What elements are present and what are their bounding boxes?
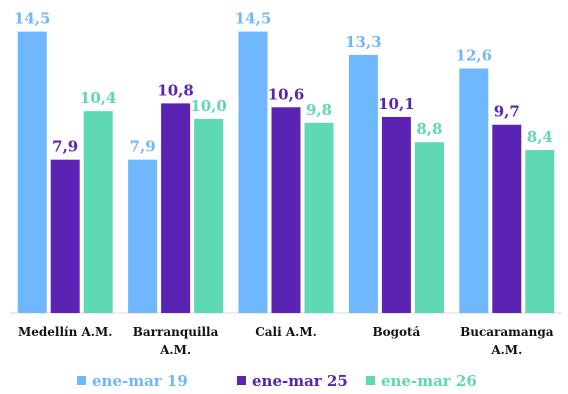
data-label-3-1: 10,4 [80, 89, 117, 107]
bar-3-2 [194, 118, 224, 313]
bar-1-3 [238, 31, 268, 314]
data-label-2-2: 10,8 [157, 81, 194, 99]
bar-2-2 [161, 103, 191, 313]
data-label-1-5: 12,6 [456, 46, 493, 64]
x-tick-label-5-line-1: Bucaramanga [460, 325, 554, 339]
bar-2-5 [492, 124, 522, 313]
data-label-3-4: 8,8 [416, 120, 442, 138]
bar-1-4 [348, 54, 378, 313]
data-label-2-4: 10,1 [378, 95, 415, 113]
data-label-1-3: 14,5 [235, 10, 272, 28]
bar-2-1 [50, 159, 80, 313]
data-label-3-2: 10,0 [190, 97, 227, 115]
bar-3-3 [304, 122, 334, 313]
x-tick-label-5-line-2: A.M. [490, 343, 522, 357]
legend-label-1: ene-mar 19 [92, 372, 188, 390]
data-label-2-5: 9,7 [494, 103, 520, 121]
legend-swatch-2 [237, 376, 246, 385]
legend-label-3: ene-mar 26 [381, 372, 477, 390]
bar-3-4 [414, 142, 444, 313]
data-label-3-3: 9,8 [306, 101, 332, 119]
data-label-1-4: 13,3 [345, 33, 382, 51]
legend-label-2: ene-mar 25 [252, 372, 348, 390]
bar-1-1 [17, 31, 47, 314]
data-label-1-1: 14,5 [14, 10, 51, 28]
bar-1-5 [459, 68, 489, 313]
x-tick-label-1: Medellín A.M. [18, 325, 112, 339]
bar-1-2 [128, 159, 158, 313]
x-tick-label-2-line-1: Barranquilla [133, 325, 219, 339]
x-tick-label-2-line-2: A.M. [159, 343, 191, 357]
data-label-1-2: 7,9 [130, 138, 156, 156]
bar-2-4 [381, 116, 411, 314]
data-label-2-1: 7,9 [52, 138, 78, 156]
x-tick-label-3: Cali A.M. [255, 325, 317, 339]
bar-3-1 [83, 111, 113, 313]
data-label-2-3: 10,6 [268, 85, 305, 103]
bar-3-5 [525, 149, 555, 313]
legend-swatch-1 [77, 376, 86, 385]
x-tick-label-4: Bogotá [372, 325, 420, 339]
legend-swatch-3 [366, 376, 375, 385]
data-label-3-5: 8,4 [527, 128, 553, 146]
bar-2-3 [271, 107, 301, 314]
